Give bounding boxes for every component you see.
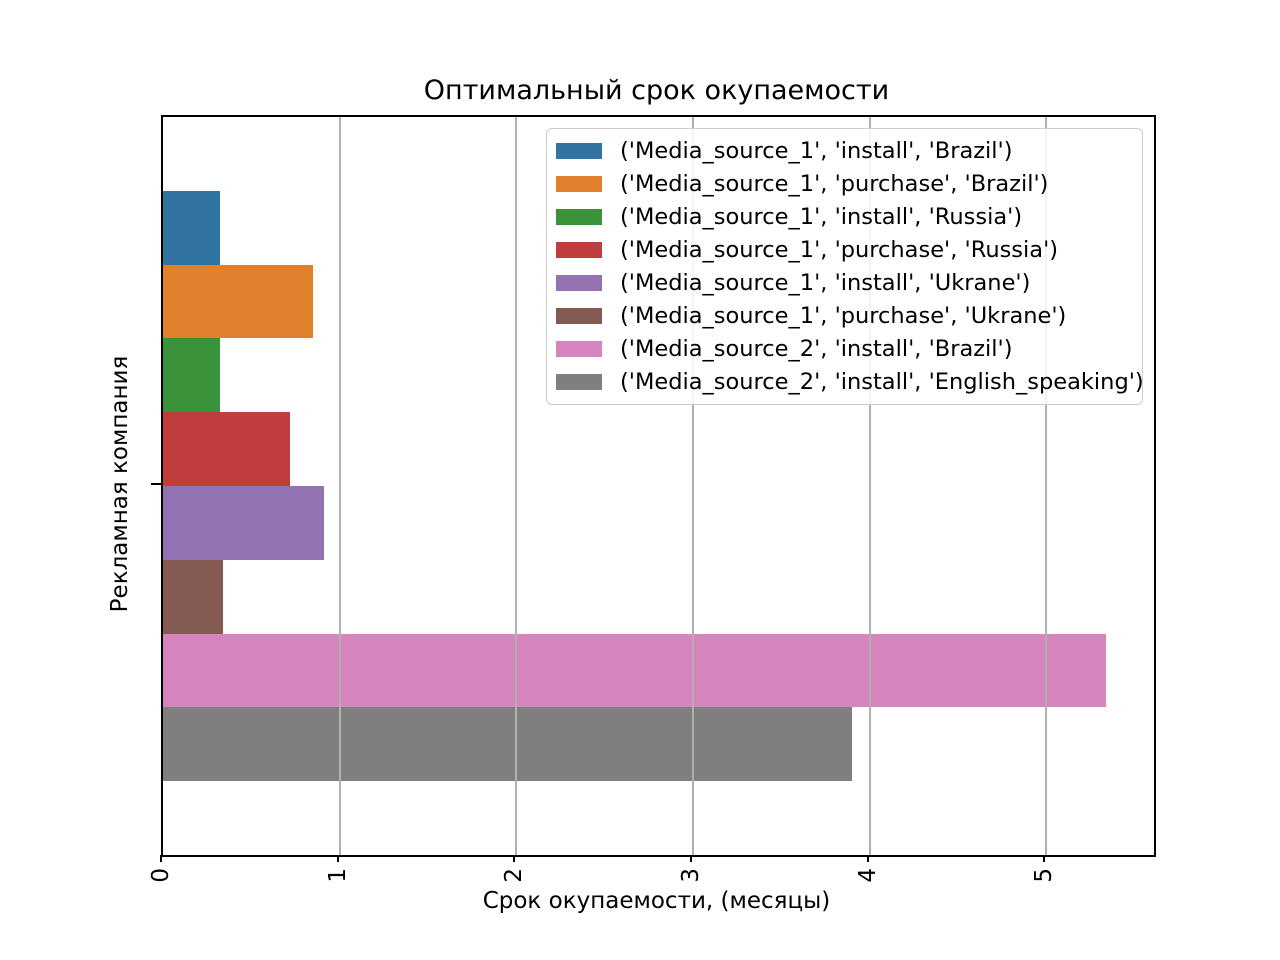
gridline-x-3	[691, 117, 694, 855]
legend-row: ('Media_source_1', 'install', 'Ukrane')	[547, 267, 1142, 300]
legend-label: ('Media_source_1', 'install', 'Ukrane')	[620, 270, 1031, 297]
gridline-x-4	[868, 117, 871, 855]
x-tick-3	[689, 855, 692, 862]
legend-row: ('Media_source_1', 'install', 'Russia')	[547, 200, 1142, 233]
legend-swatch-icon	[556, 341, 602, 358]
x-tick-4	[866, 855, 869, 862]
bar-1	[163, 264, 314, 339]
chart-title: Оптимальный срок окупаемости	[423, 75, 890, 106]
bar-6	[163, 633, 1107, 708]
x-tick-1	[336, 855, 339, 862]
x-axis-label: Срок окупаемости, (месяцы)	[482, 888, 831, 914]
x-tick-5	[1043, 855, 1046, 862]
bar-5	[163, 559, 224, 634]
legend-swatch-icon	[556, 374, 602, 391]
legend-row: ('Media_source_1', 'purchase', 'Russia')	[547, 233, 1142, 266]
legend-row: ('Media_source_1', 'purchase', 'Brazil')	[547, 167, 1142, 200]
legend: ('Media_source_1', 'install', 'Brazil') (…	[546, 128, 1144, 405]
legend-label: ('Media_source_1', 'install', 'Brazil')	[620, 137, 1013, 164]
y-axis-label: Рекламная компания	[107, 355, 133, 613]
legend-label: ('Media_source_1', 'purchase', 'Russia')	[620, 236, 1059, 263]
legend-row: ('Media_source_1', 'install', 'Brazil')	[547, 134, 1142, 167]
legend-swatch-icon	[556, 275, 602, 292]
bar-7	[163, 707, 852, 782]
legend-row: ('Media_source_2', 'install', 'English_s…	[547, 366, 1144, 399]
bar-3	[163, 412, 291, 486]
y-tick	[151, 483, 161, 485]
bar-0	[163, 190, 220, 265]
legend-swatch-icon	[556, 175, 602, 192]
legend-swatch-icon	[556, 241, 602, 258]
legend-label: ('Media_source_1', 'purchase', 'Brazil')	[620, 170, 1049, 197]
bar-2	[163, 338, 220, 413]
legend-label: ('Media_source_2', 'install', 'English_s…	[620, 369, 1144, 396]
bar-4	[163, 486, 324, 560]
legend-label: ('Media_source_2', 'install', 'Brazil')	[620, 336, 1013, 363]
legend-label: ('Media_source_1', 'purchase', 'Ukrane')	[620, 303, 1067, 330]
legend-row: ('Media_source_1', 'purchase', 'Ukrane')	[547, 300, 1142, 333]
legend-row: ('Media_source_2', 'install', 'Brazil')	[547, 333, 1142, 366]
gridline-x-2	[515, 117, 518, 855]
legend-swatch-icon	[556, 208, 602, 225]
plot-area: ('Media_source_1', 'install', 'Brazil') (…	[161, 115, 1156, 857]
x-tick-2	[513, 855, 516, 862]
x-tick-0	[160, 855, 162, 862]
gridline-x-1	[338, 117, 341, 855]
legend-swatch-icon	[556, 308, 602, 325]
legend-label: ('Media_source_1', 'install', 'Russia')	[620, 203, 1023, 230]
legend-swatch-icon	[556, 142, 602, 159]
gridline-x-5	[1045, 117, 1048, 855]
